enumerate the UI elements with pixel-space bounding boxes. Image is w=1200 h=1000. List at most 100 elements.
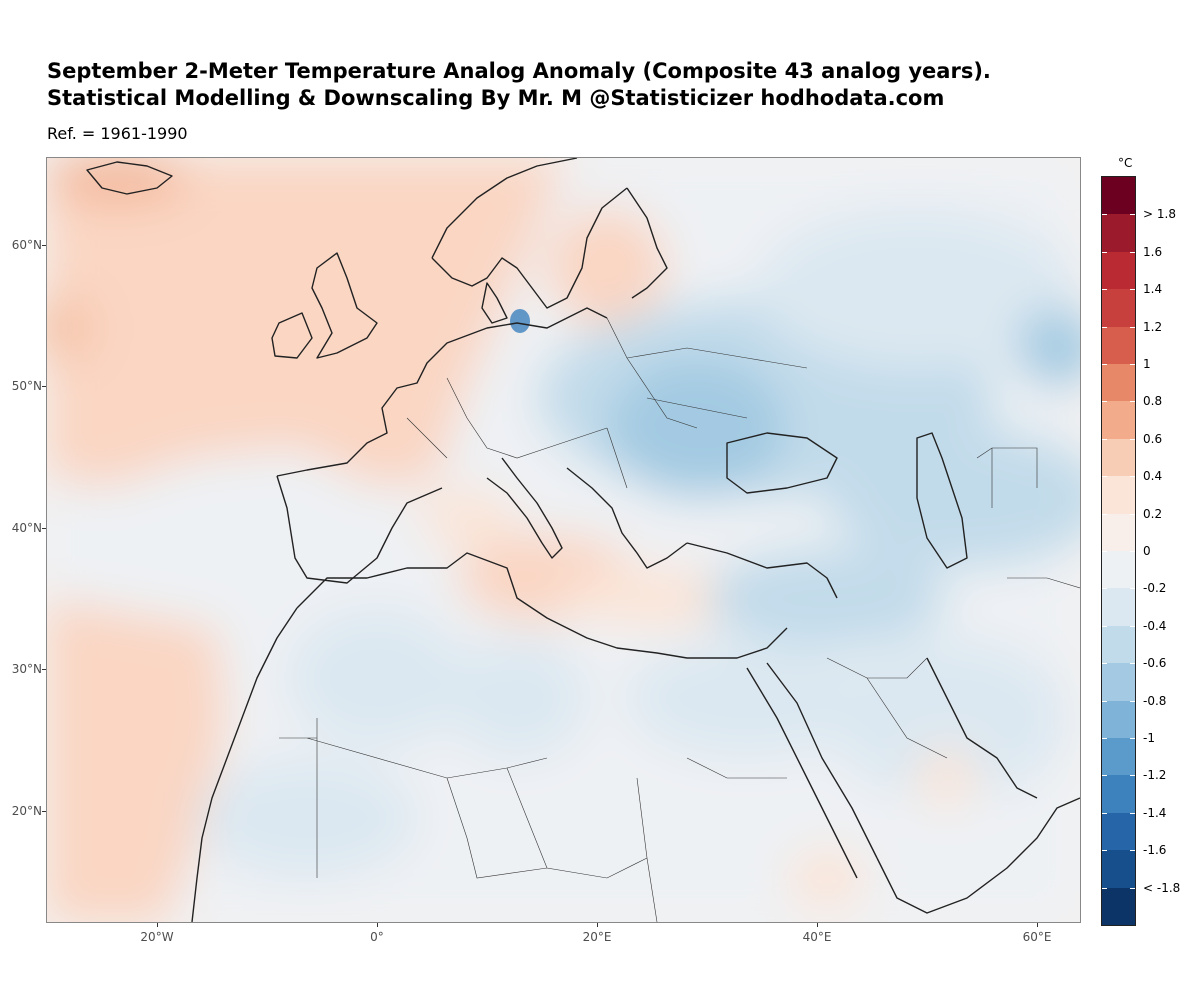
legend-swatch (1102, 326, 1135, 365)
legend-swatch (1102, 551, 1135, 589)
legend-label: -1.6 (1143, 843, 1167, 858)
legend-swatch (1102, 588, 1135, 627)
legend-label: 0.6 (1143, 431, 1163, 446)
legend-tick (1102, 214, 1107, 216)
lat-tick (42, 386, 46, 387)
anomaly-field (47, 158, 1080, 922)
legend-swatch (1102, 700, 1135, 739)
legend-swatch (1102, 251, 1135, 290)
cold-spot (510, 309, 530, 333)
anomaly-map[interactable] (46, 157, 1081, 923)
lon-label-20w: 20°W (140, 930, 174, 944)
legend-tick (1102, 476, 1107, 478)
legend-swatch (1102, 513, 1135, 552)
lat-label-50: 50°N (11, 379, 42, 393)
legend-tick (1130, 438, 1135, 440)
legend-tick (1130, 850, 1135, 852)
legend-tick (1102, 738, 1107, 739)
legend-tick (1102, 326, 1107, 328)
legend-tick (1130, 513, 1135, 515)
legend-tick (1130, 401, 1135, 403)
legend-tick (1102, 700, 1107, 702)
legend-swatch (1102, 476, 1135, 515)
legend-tick (1102, 401, 1107, 403)
legend-swatch (1102, 289, 1135, 328)
legend-swatch (1102, 177, 1135, 215)
legend-tick (1130, 625, 1135, 627)
lon-tick (157, 923, 158, 927)
legend-label: < -1.8 (1143, 880, 1181, 895)
legend-swatch (1102, 625, 1135, 664)
lon-label-40e: 40°E (802, 930, 832, 944)
legend-label: > 1.8 (1143, 207, 1176, 222)
legend-swatch (1102, 775, 1135, 814)
legend-label: 1.6 (1143, 244, 1163, 259)
legend-swatch (1102, 663, 1135, 702)
country-borders (279, 317, 1080, 922)
legend-tick (1102, 887, 1107, 889)
legend-tick (1130, 812, 1135, 814)
lon-tick (597, 923, 598, 927)
legend-tick (1102, 251, 1107, 253)
legend-tick (1102, 775, 1107, 777)
legend-tick (1102, 513, 1107, 515)
legend-label: -0.6 (1143, 656, 1167, 671)
lon-tick (377, 923, 378, 927)
lat-tick (42, 811, 46, 812)
legend-label: -0.2 (1143, 581, 1167, 596)
legend-tick (1130, 775, 1135, 777)
legend-swatch (1102, 438, 1135, 477)
legend-label: 0.8 (1143, 394, 1163, 409)
lat-tick (42, 669, 46, 670)
legend-tick (1130, 326, 1135, 328)
legend-label: 1 (1143, 357, 1151, 371)
legend-tick (1130, 289, 1135, 291)
map-svg (47, 158, 1080, 922)
legend-tick (1130, 251, 1135, 253)
lon-label-60e: 60°E (1022, 930, 1052, 944)
title-line-2: Statistical Modelling & Downscaling By M… (47, 86, 945, 110)
legend-tick (1102, 625, 1107, 627)
legend-tick (1102, 588, 1107, 590)
legend-tick (1102, 850, 1107, 852)
legend-tick (1102, 438, 1107, 440)
legend-label: 0.2 (1143, 506, 1163, 521)
lat-label-60: 60°N (11, 238, 42, 252)
lon-label-20e: 20°E (582, 930, 612, 944)
legend-label: 1.4 (1143, 282, 1163, 297)
lat-label-40: 40°N (11, 521, 42, 535)
legend-label: 0 (1143, 544, 1151, 558)
coastlines (86, 158, 1080, 922)
legend-tick (1130, 738, 1135, 739)
legend-tick (1102, 812, 1107, 814)
lat-tick (42, 528, 46, 529)
legend-tick (1130, 887, 1135, 889)
legend-tick (1130, 551, 1135, 552)
legend-tick (1130, 214, 1135, 216)
legend-swatch (1102, 401, 1135, 440)
legend-label: -1.4 (1143, 805, 1167, 820)
reference-period: Ref. = 1961-1990 (47, 124, 188, 143)
legend-swatch (1102, 364, 1135, 402)
legend-tick (1102, 289, 1107, 291)
legend-label: 1.2 (1143, 319, 1163, 334)
legend-tick (1102, 364, 1107, 365)
legend-tick (1102, 551, 1107, 552)
legend-tick (1130, 364, 1135, 365)
legend-label: -1 (1143, 731, 1155, 745)
legend-tick (1130, 476, 1135, 478)
legend-label: 0.4 (1143, 469, 1163, 484)
legend-tick (1102, 663, 1107, 665)
legend-swatch (1102, 850, 1135, 889)
title-line-1: September 2-Meter Temperature Analog Ano… (47, 59, 991, 83)
legend-swatch (1102, 214, 1135, 253)
legend-label: -1.2 (1143, 768, 1167, 783)
lon-tick (817, 923, 818, 927)
legend-unit: °C (1118, 156, 1133, 170)
legend-swatch (1102, 887, 1135, 926)
legend-swatch (1102, 812, 1135, 851)
chart-title: September 2-Meter Temperature Analog Ano… (47, 58, 991, 112)
legend-swatch (1102, 738, 1135, 776)
color-legend (1101, 176, 1136, 926)
legend-tick (1130, 588, 1135, 590)
